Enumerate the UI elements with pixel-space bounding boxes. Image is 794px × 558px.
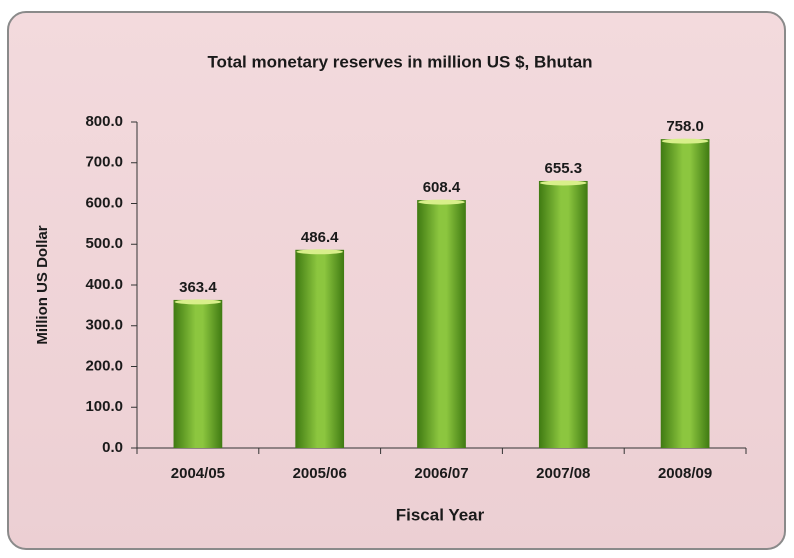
data-label: 655.3 xyxy=(545,160,583,177)
y-tick-label: 700.0 xyxy=(85,154,123,171)
y-tick-label: 0.0 xyxy=(102,439,123,456)
bar-cap xyxy=(418,199,465,205)
bar xyxy=(660,139,710,449)
bar-cap xyxy=(296,249,344,255)
x-tick-label: 2006/07 xyxy=(414,465,468,482)
data-label: 363.4 xyxy=(179,279,217,296)
x-tick-label: 2008/09 xyxy=(658,465,712,482)
x-axis-label: Fiscal Year xyxy=(396,505,485,524)
bar-cap xyxy=(539,180,587,186)
y-tick-label: 400.0 xyxy=(85,276,123,293)
bar xyxy=(173,299,223,448)
y-tick-label: 200.0 xyxy=(85,357,123,374)
data-label: 486.4 xyxy=(301,229,339,246)
y-tick-label: 600.0 xyxy=(85,194,123,211)
y-tick-label: 500.0 xyxy=(85,235,123,252)
bar xyxy=(538,180,588,448)
x-tick-label: 2004/05 xyxy=(171,465,225,482)
x-tick-label: 2005/06 xyxy=(293,465,347,482)
bar xyxy=(295,249,345,448)
data-label: 758.0 xyxy=(666,118,704,135)
y-tick-label: 100.0 xyxy=(85,398,123,415)
bar-cap xyxy=(661,138,709,144)
data-label: 608.4 xyxy=(423,179,461,196)
x-tick-label: 2007/08 xyxy=(536,465,590,482)
bar-cap xyxy=(174,299,222,305)
y-tick-label: 300.0 xyxy=(85,317,123,334)
chart-title: Total monetary reserves in million US $,… xyxy=(207,52,592,71)
y-tick-label: 800.0 xyxy=(85,113,123,130)
bar xyxy=(417,200,466,448)
y-axis-label: Million US Dollar xyxy=(34,225,51,344)
